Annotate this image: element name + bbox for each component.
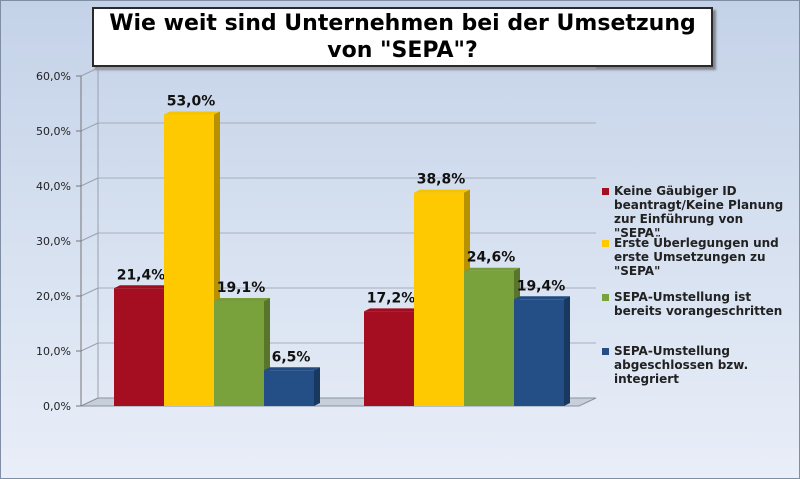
bar-top xyxy=(514,296,570,300)
title-box: Wie weit sind Unternehmen bei der Umsetz… xyxy=(92,7,713,67)
legend-item: Keine Gäubiger ID beantragt/Keine Planun… xyxy=(602,184,790,240)
data-label: 17,2% xyxy=(367,290,416,306)
bar xyxy=(514,299,564,406)
bar xyxy=(464,270,514,406)
data-label: 38,8% xyxy=(417,172,466,188)
legend-label: SEPA-Umstellung abgeschlossen bzw. integ… xyxy=(614,344,749,386)
legend-swatch xyxy=(602,294,609,301)
data-label: 21,4% xyxy=(117,267,166,283)
bar-top xyxy=(214,297,270,301)
legend-item: SEPA-Umstellung abgeschlossen bzw. integ… xyxy=(602,344,790,386)
bar xyxy=(414,192,464,406)
bar-side xyxy=(564,296,570,406)
gridline-side xyxy=(80,287,99,297)
bar-top xyxy=(364,308,420,312)
gridline-side xyxy=(80,232,99,242)
legend-label: Keine Gäubiger ID beantragt/Keine Planun… xyxy=(614,184,784,240)
data-label: 19,1% xyxy=(217,280,266,296)
bar-top xyxy=(264,367,320,371)
gridline-side xyxy=(80,342,99,352)
bar-top xyxy=(414,189,470,193)
gridline-side xyxy=(80,122,99,132)
bar xyxy=(214,300,264,406)
y-tick-label: 50,0% xyxy=(36,125,71,138)
legend-swatch xyxy=(602,240,609,247)
bar-side xyxy=(314,367,320,406)
bar-top xyxy=(114,285,170,289)
bar-top xyxy=(464,267,520,271)
data-label: 53,0% xyxy=(167,94,216,110)
legend-label: Erste Überlegungen und erste Umsetzungen… xyxy=(614,236,779,278)
y-tick-label: 40,0% xyxy=(36,180,71,193)
legend-item: SEPA-Umstellung ist bereits vorangeschri… xyxy=(602,290,790,318)
legend-item: Erste Überlegungen und erste Umsetzungen… xyxy=(602,236,790,278)
y-tick-label: 10,0% xyxy=(36,345,71,358)
bar xyxy=(164,114,214,406)
bar xyxy=(364,311,414,406)
data-label: 24,6% xyxy=(467,250,516,266)
gridline-side xyxy=(80,67,99,77)
bar xyxy=(264,370,314,406)
chart-title: Wie weit sind Unternehmen bei der Umsetz… xyxy=(109,11,696,63)
legend-swatch xyxy=(602,348,609,355)
gridline-side xyxy=(80,177,99,187)
bar-top xyxy=(164,111,220,115)
y-tick-label: 60,0% xyxy=(36,70,71,83)
y-tick-label: 20,0% xyxy=(36,290,71,303)
legend-label: SEPA-Umstellung ist bereits vorangeschri… xyxy=(614,290,783,318)
data-label: 6,5% xyxy=(272,349,311,365)
bar xyxy=(114,288,164,406)
y-tick-label: 30,0% xyxy=(36,235,71,248)
legend-swatch xyxy=(602,188,609,195)
data-label: 19,4% xyxy=(517,278,566,294)
y-tick-label: 0,0% xyxy=(43,400,71,413)
